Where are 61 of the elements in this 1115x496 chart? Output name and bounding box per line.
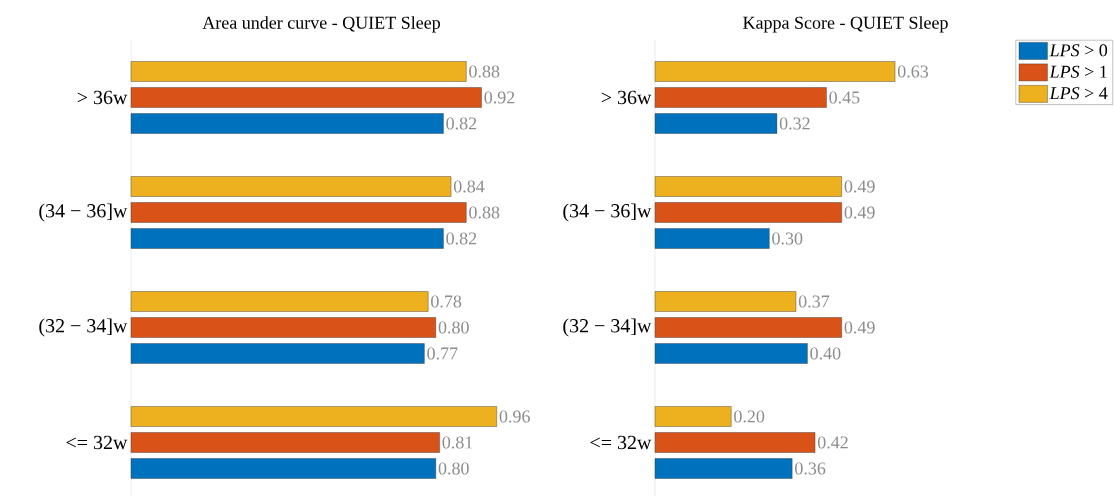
- data-label: 0.78: [431, 295, 462, 308]
- chart-title: Area under curve - QUIET Sleep: [202, 16, 440, 33]
- bar: [654, 317, 842, 338]
- legend-label: LPS > 0: [1049, 44, 1108, 57]
- data-label: 0.49: [844, 206, 875, 219]
- data-label: 0.37: [798, 295, 830, 308]
- y-tick-label: <= 32w: [66, 435, 128, 450]
- bar: [130, 87, 482, 108]
- bar: [130, 291, 429, 312]
- data-label: 0.32: [779, 117, 810, 130]
- bar: [130, 228, 444, 249]
- bar: [130, 176, 452, 197]
- bar: [654, 432, 816, 453]
- data-label: 0.30: [772, 232, 803, 245]
- bar: [654, 406, 732, 427]
- bar: [654, 176, 842, 197]
- y-tick-label: > 36w: [77, 90, 128, 105]
- bar: [130, 406, 497, 427]
- data-label: 0.20: [734, 410, 765, 423]
- data-label: 0.63: [897, 65, 929, 78]
- y-tick-label: (32 − 34]w: [39, 318, 128, 337]
- bar: [130, 458, 436, 479]
- data-label: 0.88: [469, 206, 500, 219]
- data-label: 0.80: [438, 321, 469, 334]
- bar: [654, 113, 778, 134]
- chart-title: Kappa Score - QUIET Sleep: [743, 16, 948, 33]
- bar: [654, 202, 842, 223]
- bar: [130, 61, 467, 82]
- bar: [130, 317, 436, 338]
- y-tick-label: <= 32w: [590, 435, 652, 450]
- bar: [654, 87, 827, 108]
- data-label: 0.49: [844, 321, 875, 334]
- bar: [654, 458, 793, 479]
- bar: [130, 202, 467, 223]
- y-tick-label: (32 − 34]w: [563, 318, 652, 337]
- data-label: 0.40: [810, 347, 841, 360]
- data-label: 0.84: [453, 180, 485, 193]
- data-label: 0.36: [795, 462, 826, 475]
- data-label: 0.92: [484, 91, 515, 104]
- legend-label: LPS > 1: [1049, 65, 1107, 78]
- data-label: 0.45: [829, 91, 860, 104]
- legend-label: LPS > 4: [1049, 87, 1108, 100]
- data-label: 0.96: [499, 410, 530, 423]
- bar: [654, 291, 797, 312]
- data-label: 0.88: [469, 65, 500, 78]
- bar: [654, 228, 770, 249]
- data-label: 0.80: [438, 462, 469, 475]
- bar: [654, 61, 896, 82]
- data-label: 0.49: [844, 180, 875, 193]
- data-label: 0.81: [442, 436, 473, 449]
- y-tick-label: > 36w: [601, 90, 652, 105]
- bar: [130, 343, 425, 364]
- bar: [130, 113, 444, 134]
- y-tick-label: (34 − 36]w: [39, 203, 128, 222]
- bar: [654, 343, 808, 364]
- y-tick-label: (34 − 36]w: [563, 203, 652, 222]
- bar: [130, 432, 440, 453]
- data-label: 0.82: [446, 117, 477, 130]
- data-label: 0.77: [427, 347, 458, 360]
- data-label: 0.42: [817, 436, 848, 449]
- data-label: 0.82: [446, 232, 477, 245]
